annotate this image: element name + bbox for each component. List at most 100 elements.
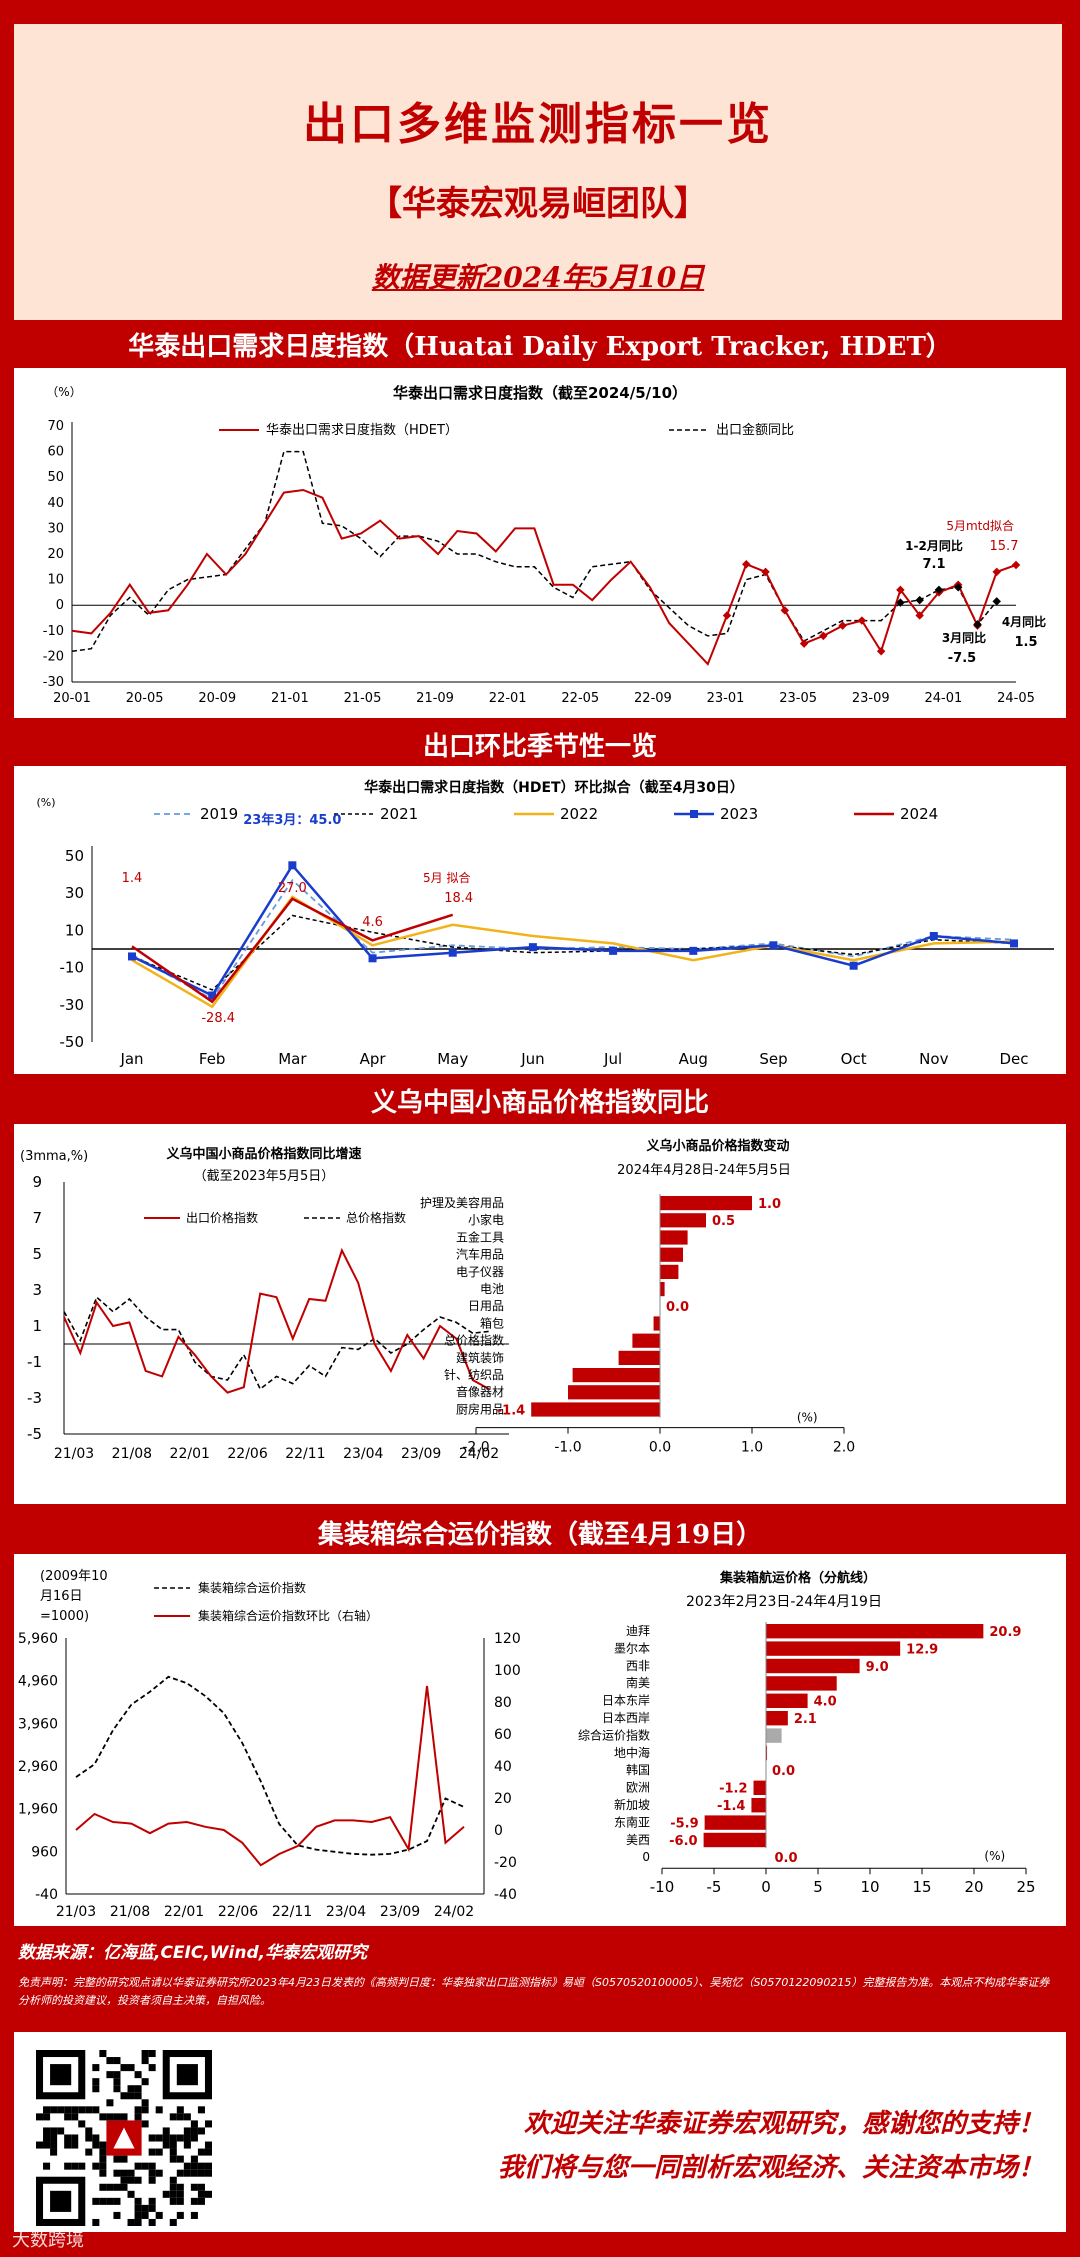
chart1-hdet-marker [876, 647, 886, 656]
chart3-ytick: -5 [27, 1425, 42, 1443]
qr-module [169, 2155, 177, 2163]
chart1-ann-mar-value: -7.5 [948, 651, 976, 666]
chart5-unit: (2009年10 [40, 1569, 108, 1584]
qr-module [134, 2106, 142, 2114]
qr-logo-mark [113, 2127, 135, 2149]
chart6-bar [751, 1798, 766, 1813]
qr-module [176, 2113, 184, 2121]
chart4-bar [660, 1247, 683, 1262]
chart6-bottom-label: 0.0 [774, 1851, 797, 1866]
qr-module [64, 2162, 72, 2170]
chart2-ytick: 50 [65, 847, 84, 865]
chart6-category: 东南亚 [614, 1814, 650, 1829]
chart5-ytick-right: -20 [494, 1855, 517, 1871]
chart5-ytick-left: -40 [35, 1887, 58, 1903]
qr-module [99, 2183, 107, 2191]
chart5-ytick-left: 3,960 [18, 1716, 58, 1732]
chart1-ann-janfeb-label: 1-2月同比 [905, 538, 963, 553]
qr-module [85, 2106, 93, 2114]
qr-module [92, 2106, 100, 2114]
qr-module [57, 2106, 65, 2114]
qr-module [148, 2162, 156, 2170]
chart2-2023-marker [128, 952, 136, 961]
chart1-hdet-marker [896, 585, 905, 595]
chart4-unit: (%) [797, 1411, 818, 1425]
chart2-ytick: -10 [60, 959, 85, 977]
chart2-xtick: Feb [199, 1050, 226, 1068]
qr-module [141, 2106, 149, 2114]
chart2-ann-mar: 27.0 [278, 881, 307, 896]
qr-module [155, 2169, 163, 2177]
season-chart: 华泰出口需求日度指数（HDET）环比拟合（截至4月30日） (%) 50 30 10 -1… [36, 779, 1054, 1068]
chart1-xtick: 20-05 [126, 691, 164, 706]
chart5-ytick-left: 4,960 [18, 1674, 58, 1690]
qr-module [71, 2141, 79, 2149]
chart4-xtick: 0.0 [649, 1440, 671, 1456]
chart2-2023-marker [929, 931, 938, 940]
qr-module [148, 2064, 156, 2072]
chart2-2023-marker [368, 954, 377, 963]
chart1-legend-hdet: 华泰出口需求日度指数（HDET） [266, 422, 458, 438]
data-source: 数据来源：亿海蓝,CEIC,Wind,华泰宏观研究 [18, 1943, 368, 1963]
qr-module [92, 2085, 100, 2093]
qr-module [120, 2183, 128, 2191]
qr-module [99, 2155, 107, 2163]
qr-module [141, 2099, 149, 2107]
chart2-xtick: Jul [603, 1050, 622, 1068]
chart1-ytick: 40 [47, 496, 64, 511]
chart4-category: 箱包 [480, 1315, 504, 1330]
qr-module [176, 2169, 184, 2177]
qr-module [134, 2204, 142, 2212]
qr-module [190, 2120, 198, 2128]
chart5-legend-index: 集装箱综合运价指数 [198, 1580, 306, 1595]
qr-module [190, 2197, 198, 2205]
qr-module [141, 2078, 149, 2086]
chart2-xtick: Jun [520, 1050, 544, 1068]
chart1-ytick: 60 [47, 445, 64, 460]
qr-module [57, 2127, 65, 2135]
chart3-ytick: 3 [32, 1281, 42, 1299]
chart1-hdet-marker [742, 559, 751, 569]
qr-module [169, 2190, 177, 2198]
chart2-2023-marker [609, 946, 618, 955]
qr-module [204, 2169, 212, 2177]
chart6-bar [766, 1658, 860, 1674]
chart4-category: 总价格指数 [444, 1333, 504, 1348]
chart2-ytick: -30 [60, 996, 85, 1014]
qr-module [99, 2050, 107, 2058]
chart4-category: 电子仪器 [456, 1265, 504, 1279]
page-title: 出口多维监测指标一览 [303, 99, 773, 150]
chart1-xtick: 20-09 [198, 691, 236, 706]
chart6-title: 集装箱航运价格（分航线） [719, 1570, 876, 1586]
qr-module [204, 2141, 212, 2149]
chart1-xtick: 21-05 [344, 691, 382, 706]
qr-module [50, 2148, 58, 2156]
chart6-data-label: 2.1 [794, 1712, 817, 1727]
qr-module [176, 2183, 184, 2191]
chart4-data-label: 0.5 [712, 1214, 735, 1229]
chart2-2023-marker [1010, 939, 1018, 948]
qr-module [169, 2134, 177, 2142]
qr-module [127, 2176, 135, 2184]
qr-module [148, 2204, 156, 2212]
chart3-xtick: 21/08 [112, 1446, 152, 1462]
qr-module [190, 2211, 198, 2219]
qr-finder [176, 2064, 198, 2086]
chart5-xtick: 21/03 [56, 1904, 96, 1920]
chart4-category: 厨房用品 [456, 1401, 504, 1416]
qr-module [92, 2134, 100, 2142]
qr-module [204, 2190, 212, 2198]
chart2-ytick: 10 [65, 921, 84, 939]
qr-module [99, 2148, 107, 2156]
chart4-subtitle: 2024年4月28日-24年5月5日 [617, 1163, 791, 1178]
chart2-2023-marker [769, 941, 778, 950]
chart4-category: 日用品 [468, 1299, 504, 1313]
chart1-export-marker [973, 620, 982, 629]
chart4-bar [531, 1402, 660, 1417]
qr-module [190, 2162, 198, 2170]
chart6-category: 综合运价指数 [578, 1727, 650, 1742]
chart5-xtick: 24/02 [434, 1904, 474, 1920]
chart6-category: 美西 [626, 1833, 650, 1847]
container-charts: (2009年10 月16日 =1000) 集装箱综合运价指数集装箱综合运价指数环比（右… [18, 1569, 1036, 1920]
qr-module [183, 2162, 191, 2170]
